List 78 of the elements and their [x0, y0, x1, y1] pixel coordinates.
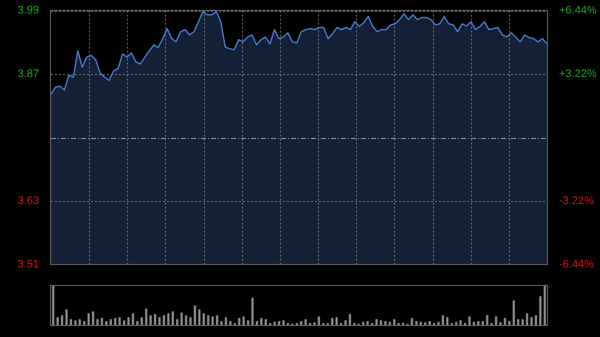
- bar: [78, 319, 81, 325]
- bar: [114, 318, 116, 325]
- bar: [304, 319, 307, 325]
- bar: [224, 317, 228, 325]
- bar: [486, 315, 488, 325]
- y2-tick-label: -6.44%: [559, 258, 594, 270]
- bar: [65, 309, 68, 325]
- bar: [256, 321, 258, 325]
- bar: [251, 298, 254, 325]
- bar: [198, 309, 200, 325]
- bar: [260, 318, 262, 325]
- bar: [522, 319, 524, 325]
- y-tick-label: 3.87: [18, 68, 39, 80]
- bar: [375, 319, 378, 325]
- bar: [154, 314, 156, 325]
- bar: [460, 320, 462, 325]
- bar: [172, 311, 174, 325]
- bar: [158, 317, 161, 325]
- bar: [136, 321, 138, 325]
- y2-tick-label: +3.22%: [559, 68, 597, 80]
- bar: [202, 313, 205, 325]
- bar: [70, 319, 72, 325]
- bar: [517, 319, 520, 325]
- bar: [229, 321, 232, 325]
- bar: [384, 321, 386, 325]
- bar: [238, 318, 240, 325]
- bar: [446, 317, 448, 325]
- bar: [118, 317, 121, 325]
- bar: [83, 321, 86, 325]
- bar: [127, 317, 130, 325]
- bar: [189, 317, 192, 325]
- bar: [110, 319, 112, 325]
- bar: [150, 315, 152, 325]
- y2-tick-label: +6.44%: [559, 4, 597, 17]
- bar: [274, 322, 276, 325]
- bar: [300, 321, 302, 325]
- bar: [410, 318, 414, 325]
- y-tick-label: 3.63: [18, 194, 39, 207]
- bar: [348, 314, 352, 325]
- bar: [96, 319, 99, 325]
- bar: [530, 317, 533, 325]
- bar: [100, 318, 104, 325]
- bar: [424, 322, 426, 325]
- bar: [88, 313, 90, 325]
- y-tick-label: 3.51: [18, 258, 39, 270]
- bar: [477, 321, 480, 325]
- bar: [482, 321, 484, 325]
- bar: [105, 321, 108, 325]
- bar: [212, 316, 214, 325]
- bar: [331, 318, 334, 325]
- bar: [176, 319, 178, 325]
- bar: [544, 286, 546, 325]
- y-tick-label: 3.99: [18, 4, 39, 17]
- bar: [508, 321, 510, 325]
- bar: [145, 308, 148, 325]
- bar: [180, 312, 183, 325]
- bar: [455, 322, 458, 325]
- bar: [420, 322, 422, 325]
- y2-tick-label: -3.22%: [559, 194, 594, 207]
- bar: [56, 317, 59, 325]
- bar: [393, 319, 396, 325]
- bar: [207, 315, 210, 325]
- bar: [428, 321, 431, 325]
- bar: [242, 316, 245, 325]
- bar: [140, 317, 143, 325]
- bar: [336, 317, 338, 325]
- bar: [415, 321, 418, 325]
- bar: [512, 300, 515, 325]
- bar: [278, 321, 280, 325]
- bar: [194, 306, 196, 325]
- bar: [52, 286, 54, 325]
- bar: [539, 296, 542, 325]
- bar: [504, 318, 506, 325]
- bar: [220, 321, 223, 325]
- bar: [264, 319, 267, 325]
- bar: [366, 321, 369, 325]
- bar: [362, 322, 364, 325]
- bar: [388, 322, 391, 325]
